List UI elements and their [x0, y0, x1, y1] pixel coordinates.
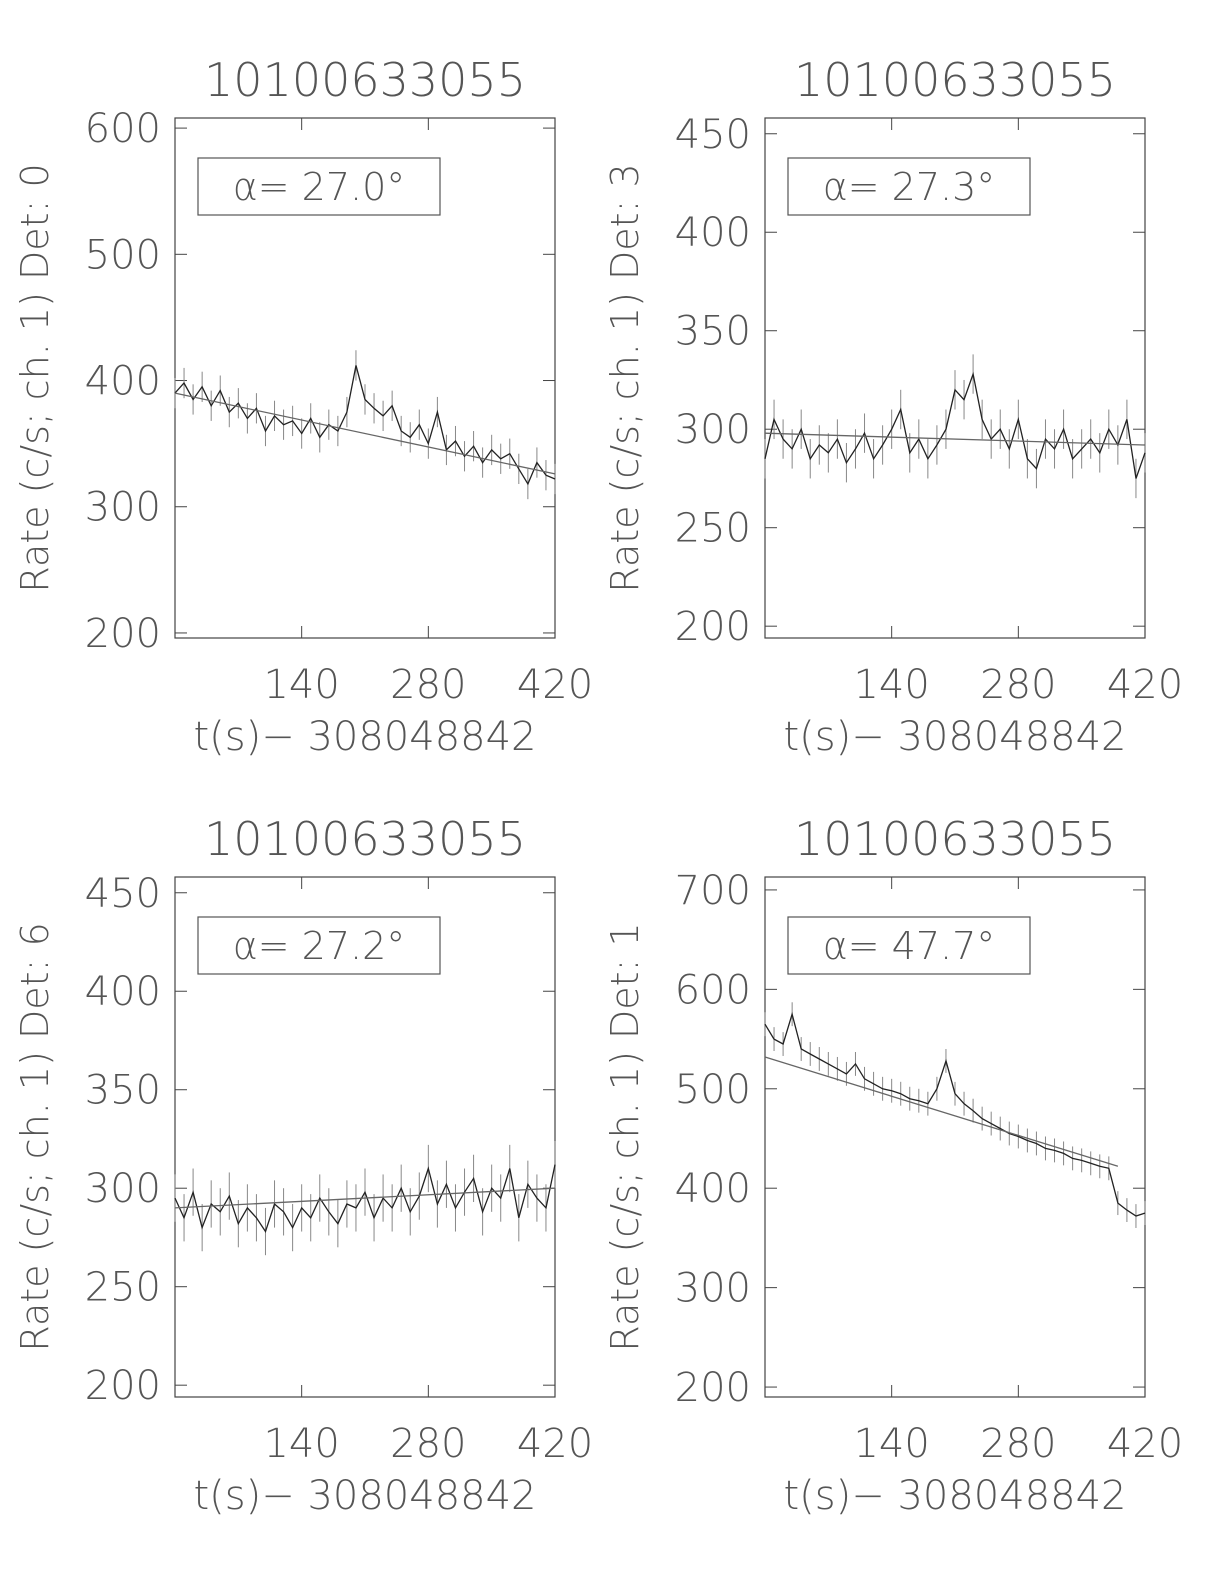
annotation: α= 47.7°	[823, 924, 996, 968]
fit-line	[764, 1056, 1119, 1167]
panel: 10100633055 Rate (c/s; ch. 1) Det: 1 t(s)−…	[603, 812, 1183, 1519]
annotation: α= 27.2°	[233, 924, 406, 968]
y-tick-label: 200	[85, 611, 161, 657]
plot-frame	[764, 876, 1146, 1398]
annotation-box	[197, 916, 441, 975]
y-tick-label: 300	[85, 1166, 161, 1212]
annotation-box	[787, 916, 1031, 975]
y-tick-label: 400	[85, 969, 161, 1015]
fit-line	[174, 392, 556, 475]
y-tick-label: 600	[85, 106, 161, 152]
x-tick-label: 140	[263, 1421, 339, 1467]
y-tick-label: 500	[85, 232, 161, 278]
y-tick-label: 400	[85, 359, 161, 405]
plot-frame	[764, 117, 1146, 639]
panel: 10100633055 Rate (c/s; ch. 1) Det: 6 t(s)−…	[13, 812, 593, 1519]
y-tick-label: 250	[85, 1265, 161, 1311]
y-tick-label: 200	[85, 1363, 161, 1409]
y-tick-label: 450	[675, 112, 751, 158]
y-axis-label: Rate (c/s; ch. 1) Det: 3	[603, 163, 647, 592]
panel: 10100633055 Rate (c/s; ch. 1) Det: 3 t(s)−…	[603, 53, 1183, 760]
y-axis-label: Rate (c/s; ch. 1) Det: 6	[13, 922, 57, 1351]
annotation-box	[197, 157, 441, 216]
x-tick-label: 280	[390, 662, 466, 708]
y-tick-label: 300	[85, 485, 161, 531]
x-axis-label: t(s)− 308048842	[193, 714, 536, 760]
annotation: α= 27.3°	[823, 165, 996, 209]
x-tick-label: 140	[853, 662, 929, 708]
x-tick-label: 420	[1107, 1421, 1183, 1467]
panel-title: 10100633055	[204, 812, 526, 866]
x-tick-label: 420	[1107, 662, 1183, 708]
y-tick-label: 600	[675, 967, 751, 1013]
annotation-box	[787, 157, 1031, 216]
y-tick-label: 300	[675, 407, 751, 453]
x-tick-label: 280	[390, 1421, 466, 1467]
y-tick-label: 350	[85, 1068, 161, 1114]
panel-title: 10100633055	[794, 812, 1116, 866]
x-tick-label: 140	[853, 1421, 929, 1467]
plot-frame	[174, 876, 556, 1398]
x-axis-label: t(s)− 308048842	[783, 1473, 1126, 1519]
x-axis-label: t(s)− 308048842	[193, 1473, 536, 1519]
y-axis-label: Rate (c/s; ch. 1) Det: 1	[603, 922, 647, 1351]
fit-line	[174, 1187, 556, 1209]
y-tick-label: 450	[85, 871, 161, 917]
y-tick-label: 350	[675, 309, 751, 355]
data-line	[174, 365, 556, 486]
y-axis-label: Rate (c/s; ch. 1) Det: 0	[13, 163, 57, 592]
y-tick-label: 200	[675, 604, 751, 650]
x-tick-label: 140	[263, 662, 339, 708]
y-tick-label: 200	[675, 1365, 751, 1411]
x-tick-label: 280	[980, 662, 1056, 708]
panel: 10100633055 Rate (c/s; ch. 1) Det: 0 t(s)−…	[13, 53, 593, 760]
y-tick-label: 700	[675, 868, 751, 914]
y-tick-label: 400	[675, 1166, 751, 1212]
annotation: α= 27.0°	[233, 165, 406, 209]
data-line	[764, 371, 1146, 479]
x-tick-label: 280	[980, 1421, 1056, 1467]
data-line	[174, 1164, 556, 1233]
y-tick-label: 400	[675, 210, 751, 256]
y-tick-label: 300	[675, 1266, 751, 1312]
y-tick-label: 250	[675, 506, 751, 552]
x-axis-label: t(s)− 308048842	[783, 714, 1126, 760]
x-tick-label: 420	[517, 1421, 593, 1467]
panel-title: 10100633055	[794, 53, 1116, 107]
data-line	[764, 1011, 1146, 1217]
y-tick-label: 500	[675, 1067, 751, 1113]
x-tick-label: 420	[517, 662, 593, 708]
fit-line	[764, 432, 1146, 446]
panel-title: 10100633055	[204, 53, 526, 107]
